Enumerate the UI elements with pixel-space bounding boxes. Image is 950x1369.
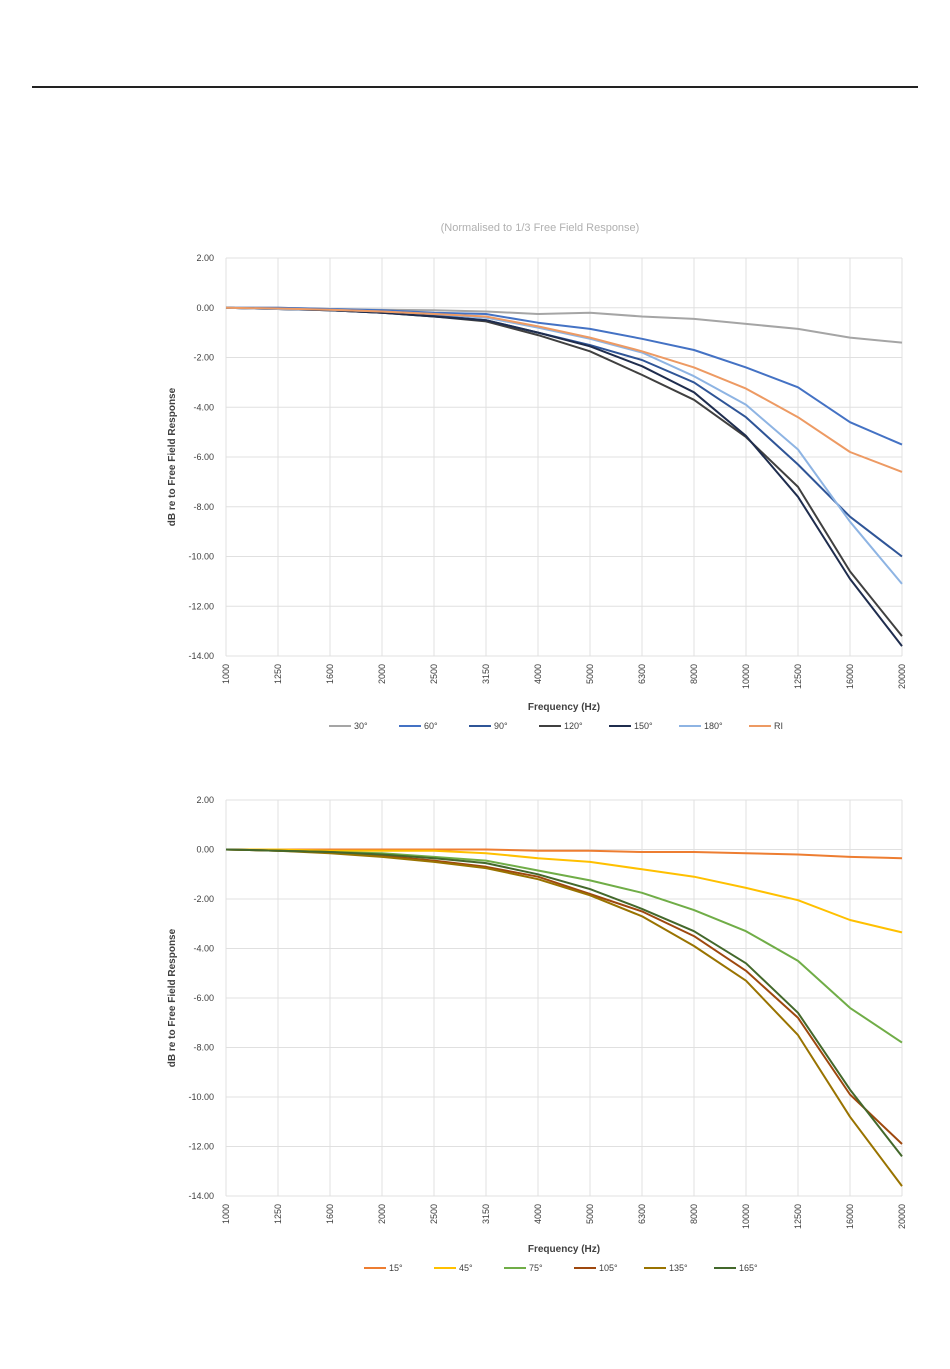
legend-label: 75° (529, 1263, 543, 1273)
legend-label: 60° (424, 721, 438, 731)
x-tick-label: 20000 (897, 664, 907, 689)
x-tick-label: 5000 (585, 1204, 595, 1224)
series-line (226, 848, 903, 934)
x-axis-label: Frequency (Hz) (528, 702, 600, 713)
x-tick-label: 8000 (689, 1204, 699, 1224)
x-tick-label: 20000 (897, 1204, 907, 1229)
x-axis-label: Frequency (Hz) (528, 1244, 600, 1255)
legend-label: 135° (669, 1263, 688, 1273)
x-tick-label: 6300 (637, 664, 647, 684)
legend-label: 180° (704, 721, 723, 731)
x-tick-label: 3150 (481, 664, 491, 684)
y-tick-label: -8.00 (193, 502, 214, 512)
x-tick-label: 2500 (429, 1204, 439, 1224)
legend-label: 165° (739, 1263, 758, 1273)
y-tick-label: 0.00 (196, 303, 214, 313)
chart-directional-response-top: (Normalised to 1/3 Free Field Response) … (160, 222, 920, 742)
y-tick-label: -8.00 (193, 1043, 214, 1053)
y-tick-label: -2.00 (193, 894, 214, 904)
series-line (226, 306, 903, 446)
x-tick-label: 4000 (533, 1204, 543, 1224)
y-tick-label: -10.00 (188, 552, 214, 562)
x-tick-label: 2000 (377, 664, 387, 684)
x-tick-label: 12500 (793, 1204, 803, 1229)
grid (225, 799, 903, 1197)
x-tick-label: 2000 (377, 1204, 387, 1224)
chart-title: (Normalised to 1/3 Free Field Response) (440, 222, 640, 234)
y-tick-label: -14.00 (188, 1191, 214, 1201)
y-tick-label: -4.00 (193, 402, 214, 412)
x-tick-label: 2500 (429, 664, 439, 684)
x-tick-label: 6300 (637, 1204, 647, 1224)
x-tick-label: 1000 (221, 664, 231, 684)
legend: 15° 45° 75° 105° 135° 165° (364, 1263, 758, 1273)
series-line (226, 848, 903, 860)
y-tick-label: -2.00 (193, 353, 214, 363)
series-line (225, 306, 903, 647)
x-tick-label: 1600 (325, 1204, 335, 1224)
y-tick-label: 0.00 (196, 845, 214, 855)
x-tick-label: 12500 (793, 664, 803, 689)
legend-label: 120° (564, 721, 583, 731)
y-tick-label: -12.00 (188, 601, 214, 611)
legend-label: RI (774, 721, 783, 731)
x-tick-label: 1600 (325, 664, 335, 684)
chart-plot: 2.00 0.00 -2.00 -4.00 -6.00 -8.00 -10.00 -12.00… (167, 253, 907, 731)
series-line (225, 306, 903, 473)
x-tick-label: 5000 (585, 664, 595, 684)
x-tick-label: 10000 (741, 664, 751, 689)
y-axis-label: dB re to Free Field Response (167, 928, 178, 1067)
chart-plot: 2.00 0.00 -2.00 -4.00 -6.00 -8.00 -10.00 -12.00… (167, 795, 907, 1273)
x-tick-label: 1250 (273, 664, 283, 684)
x-tick-label: 8000 (689, 664, 699, 684)
series-line (225, 848, 903, 1158)
series-line (225, 306, 903, 558)
x-tick-label: 10000 (741, 1204, 751, 1229)
y-axis-label: dB re to Free Field Response (167, 387, 178, 526)
x-tick-label: 4000 (533, 664, 543, 684)
x-tick-label: 1000 (221, 1204, 231, 1224)
y-tick-label: -6.00 (193, 993, 214, 1003)
series-line (225, 848, 903, 1187)
y-tick-label: -14.00 (188, 651, 214, 661)
legend-label: 30° (354, 721, 368, 731)
legend: 30° 60° 90° 120° 150° 180° RI (329, 721, 783, 731)
legend-label: 15° (389, 1263, 403, 1273)
legend-label: 150° (634, 721, 653, 731)
series-line (225, 848, 903, 1145)
y-tick-label: -6.00 (193, 452, 214, 462)
legend-label: 105° (599, 1263, 618, 1273)
y-tick-label: 2.00 (196, 253, 214, 263)
y-tick-label: 2.00 (196, 795, 214, 805)
series-line (225, 306, 903, 585)
legend-label: 45° (459, 1263, 473, 1273)
header-rule (32, 86, 918, 88)
x-tick-label: 16000 (845, 664, 855, 689)
y-tick-label: -10.00 (188, 1092, 214, 1102)
y-tick-label: -4.00 (193, 944, 214, 954)
series-line (225, 848, 903, 1044)
x-tick-label: 16000 (845, 1204, 855, 1229)
legend-label: 90° (494, 721, 508, 731)
y-tick-label: -12.00 (188, 1142, 214, 1152)
grid (225, 257, 903, 657)
chart-directional-response-bottom: 2.00 0.00 -2.00 -4.00 -6.00 -8.00 -10.00 -12.00… (160, 772, 920, 1290)
x-tick-label: 3150 (481, 1204, 491, 1224)
x-tick-label: 1250 (273, 1204, 283, 1224)
